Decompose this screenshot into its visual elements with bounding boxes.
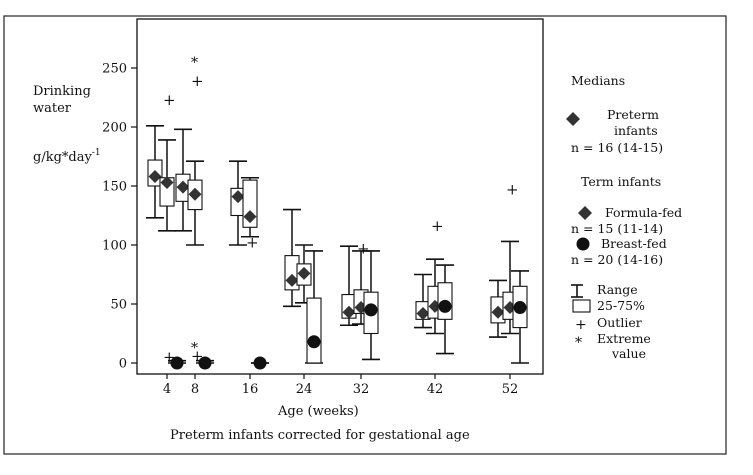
outlier-markers: ++*+ ++++ +*	[163, 55, 519, 366]
median-marker	[198, 356, 212, 370]
outlier-marker: +	[163, 91, 176, 109]
median-marker	[513, 301, 527, 315]
x-tick-label: 8	[191, 382, 199, 397]
median-marker	[307, 335, 321, 349]
box-preterm-infants	[414, 273, 432, 329]
box-preterm-infants	[146, 125, 164, 219]
y-axis-label-line-2: water	[33, 101, 72, 116]
box-preterm-infants	[229, 160, 247, 246]
box-breast-fed	[305, 250, 323, 364]
legend-formula-diamond-icon	[578, 206, 592, 220]
outlier-marker: +	[431, 217, 444, 235]
legend-preterm-diamond-icon	[566, 112, 580, 126]
extreme-marker: *	[191, 55, 198, 71]
box-preterm-infants	[174, 128, 192, 232]
median-marker	[491, 305, 505, 319]
x-tick-label: 52	[502, 382, 519, 397]
outlier-marker: +	[191, 72, 204, 90]
box-breast-fed	[362, 250, 380, 361]
legend-extreme-asterisk-icon: *	[575, 335, 582, 351]
median-marker	[285, 273, 299, 287]
y-tick-label: 200	[102, 121, 127, 136]
x-tick-label: 24	[296, 382, 313, 397]
legend-preterm-label-2: infants	[614, 123, 658, 138]
x-tick-label: 16	[242, 382, 259, 397]
legend-medians-title: Medians	[571, 73, 625, 88]
legend-formula-label: Formula-fed	[605, 205, 682, 220]
median-marker	[253, 356, 267, 370]
x-tick-label: 32	[353, 382, 370, 397]
legend-preterm-n: n = 16 (14-15)	[571, 140, 663, 155]
box-formula-fed	[241, 176, 259, 238]
box-preterm-infants	[283, 208, 301, 308]
legend-outlier-plus-icon: +	[575, 317, 587, 333]
legend: Medians Preterm infants n = 16 (14-15) T…	[566, 73, 682, 361]
x-axis-label: Age (weeks)	[277, 404, 359, 419]
x-tick-label: 4	[163, 382, 171, 397]
legend-breast-n: n = 20 (14-16)	[571, 252, 663, 267]
legend-range-icon	[571, 284, 583, 298]
plot-area	[136, 18, 544, 375]
y-tick-label: 250	[102, 62, 127, 77]
median-marker	[188, 187, 202, 201]
figure-border	[3, 15, 727, 455]
box-breast-fed	[168, 356, 186, 370]
outlier-marker: +	[163, 348, 176, 366]
box-breast-fed	[436, 264, 454, 355]
legend-range-label: Range	[597, 282, 638, 297]
box-formula-fed	[295, 244, 313, 304]
legend-outlier-label: Outlier	[597, 315, 642, 330]
median-marker	[148, 170, 162, 184]
box-formula-fed	[186, 160, 204, 246]
median-marker	[416, 306, 430, 320]
legend-formula-n: n = 15 (11-14)	[571, 221, 663, 236]
box-preterm-infants	[489, 279, 507, 338]
y-axis-label-line-3: g/kg*day-1	[33, 148, 101, 165]
box-breast-fed	[251, 356, 269, 370]
legend-term-title: Term infants	[581, 174, 661, 189]
box-preterm-infants	[340, 245, 358, 327]
outlier-marker: +	[191, 347, 204, 365]
extreme-marker: *	[191, 341, 198, 357]
legend-iqr-label: 25-75%	[597, 298, 645, 313]
median-marker	[170, 356, 184, 370]
median-marker	[297, 266, 311, 280]
median-marker	[243, 210, 257, 224]
box-series	[146, 125, 529, 370]
legend-iqr-box-icon	[572, 299, 591, 313]
outlier-marker: +	[506, 181, 519, 199]
footnote: Preterm infants corrected for gestationa…	[170, 428, 470, 443]
legend-extreme-label: Extreme	[597, 331, 651, 346]
median-marker	[231, 190, 245, 204]
y-tick-label: 100	[102, 239, 127, 254]
x-tick-label: 42	[427, 382, 444, 397]
y-tick-label: 0	[119, 357, 127, 372]
median-marker	[160, 175, 174, 189]
x-axis: 4 8 16 24 32 42 52	[163, 374, 518, 397]
legend-breast-circle-icon	[576, 237, 590, 251]
y-tick-label: 150	[102, 180, 127, 195]
box-breast-fed	[511, 270, 529, 364]
legend-extreme-label-2: value	[611, 346, 646, 361]
outlier-marker: +	[357, 240, 370, 258]
legend-breast-label: Breast-fed	[601, 236, 667, 251]
iqr-box	[306, 297, 322, 364]
median-marker	[342, 305, 356, 319]
box-formula-fed	[158, 139, 176, 232]
y-tick-label: 50	[110, 298, 127, 313]
median-marker	[364, 303, 378, 317]
y-axis-label-line-1: Drinking	[33, 84, 91, 99]
y-axis: 0 50 100 150 200 250	[102, 62, 137, 372]
median-marker	[176, 180, 190, 194]
median-marker	[438, 299, 452, 313]
legend-preterm-label: Preterm	[607, 107, 659, 122]
box-breast-fed	[196, 356, 214, 370]
outlier-marker: +	[246, 234, 259, 252]
